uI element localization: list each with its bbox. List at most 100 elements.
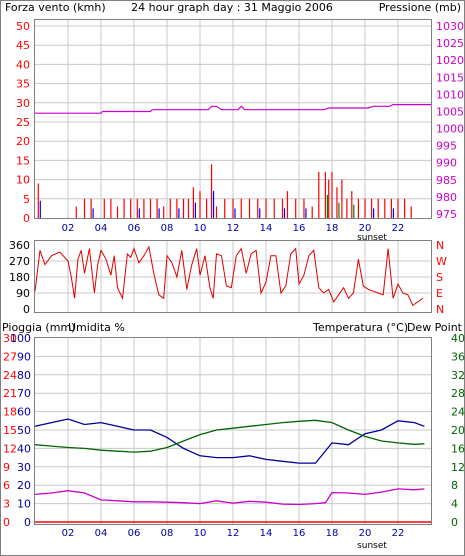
y-tick-humidity: 60: [17, 406, 31, 419]
y-tick-direction: 180: [9, 271, 30, 284]
y-tick-humidity: 10: [17, 498, 31, 511]
y-tick-humidity: 20: [17, 479, 31, 492]
dewpoint-axis-label: Dew Point: [407, 321, 463, 334]
y-tick-pressure: 1010: [436, 88, 464, 101]
climate-panel-series: [34, 418, 431, 523]
y-tick-humidity: 40: [17, 442, 31, 455]
x-tick-label-bottom: 18: [326, 528, 339, 539]
x-tick-label-bottom: 02: [62, 528, 75, 539]
y-tick-temperature: 24: [451, 406, 465, 419]
x-tick-label-bottom: 06: [128, 528, 141, 539]
direction-panel-ticks: 360 N 270 W 180 S 90 E 0 N: [9, 239, 447, 316]
x-tick-label-top: 12: [227, 223, 240, 234]
x-tick-label-bottom: 04: [95, 528, 108, 539]
y-tick-direction: 360: [9, 239, 30, 252]
y-tick-temperature: 36: [451, 350, 465, 363]
y-tick-pressure: 1030: [436, 20, 464, 33]
y-tick-rain: 18: [3, 406, 17, 419]
temperature-axis-label: Temperatura (°C): [312, 321, 408, 334]
y-tick-humidity: 30: [17, 461, 31, 474]
y-tick-humidity: 100: [10, 332, 31, 345]
direction-line: [34, 245, 424, 307]
y-tick-wind: 15: [16, 154, 30, 167]
y-tick-humidity: 70: [17, 387, 31, 400]
y-tick-temperature: 40: [451, 332, 465, 345]
pressure-line: [35, 104, 431, 114]
x-tick-label-top: 18: [326, 223, 339, 234]
dewpoint-line: [34, 488, 425, 506]
x-tick-label-bottom: 10: [194, 528, 207, 539]
y-tick-wind: 20: [16, 135, 30, 148]
y-tick-rain: 6: [3, 479, 10, 492]
temperature-line: [34, 419, 425, 453]
y-tick-rain: 30: [3, 332, 17, 345]
x-tick-label-bottom: 16: [293, 528, 306, 539]
x-tick-label-top: 02: [62, 223, 75, 234]
x-tick-label-top: 10: [194, 223, 207, 234]
y-tick-rain: 9: [3, 461, 10, 474]
y-tick-temperature: 12: [451, 461, 465, 474]
wind-axis-label: Forza vento (kmh): [5, 1, 106, 14]
y-tick-wind: 30: [16, 97, 30, 110]
y-tick-compass: N: [436, 303, 444, 316]
direction-panel-grid: [35, 241, 431, 312]
y-tick-wind: 50: [16, 20, 30, 33]
wind-panel-frame: [34, 19, 432, 219]
y-tick-direction: 270: [9, 255, 30, 268]
y-tick-rain: 27: [3, 350, 17, 363]
x-tick-label-top: 16: [293, 223, 306, 234]
wind-panel-series: [35, 104, 431, 218]
x-tick-label-bottom: 12: [227, 528, 240, 539]
humidity-line: [34, 418, 425, 464]
y-tick-humidity: 0: [24, 516, 31, 529]
pressure-axis-label: Pressione (mb): [379, 1, 461, 14]
y-tick-rain: 21: [3, 387, 17, 400]
y-tick-humidity: 50: [17, 424, 31, 437]
y-tick-rain: 3: [3, 498, 10, 511]
x-tick-label-bottom: 22: [392, 528, 405, 539]
y-tick-rain: 0: [3, 516, 10, 529]
y-tick-wind: 40: [16, 58, 30, 71]
y-tick-wind: 5: [23, 193, 30, 206]
y-tick-compass: S: [436, 271, 443, 284]
x-tick-label-top: 22: [392, 223, 405, 234]
x-tick-label-top: 14: [260, 223, 273, 234]
y-tick-pressure: 980: [436, 191, 457, 204]
y-tick-wind: 45: [16, 39, 30, 52]
y-tick-pressure: 975: [436, 208, 457, 221]
y-tick-temperature: 8: [451, 479, 458, 492]
y-tick-pressure: 1000: [436, 123, 464, 136]
direction-panel-frame: [34, 240, 432, 313]
direction-panel-series: [34, 245, 424, 307]
climate-panel-frame: [34, 337, 432, 525]
y-tick-temperature: 4: [451, 498, 458, 511]
y-tick-direction: 0: [23, 303, 30, 316]
y-tick-temperature: 20: [451, 424, 465, 437]
y-tick-humidity: 80: [17, 369, 31, 382]
y-tick-humidity: 90: [17, 350, 31, 363]
y-tick-pressure: 1025: [436, 37, 464, 50]
y-tick-temperature: 28: [451, 387, 465, 400]
y-tick-direction: 90: [16, 287, 30, 300]
y-tick-rain: 24: [3, 369, 17, 382]
wind-panel-ticks: 02 04 06 08 10 12 14 16 18 20 22504540353025201510…: [16, 20, 464, 234]
x-tick-label-top: 08: [161, 223, 174, 234]
y-tick-compass: W: [436, 255, 447, 268]
y-tick-compass: E: [436, 287, 443, 300]
y-tick-pressure: 990: [436, 157, 457, 170]
climate-panel-grid: [35, 338, 431, 524]
y-tick-temperature: 16: [451, 442, 465, 455]
y-tick-wind: 0: [23, 212, 30, 225]
y-tick-pressure: 1020: [436, 54, 464, 67]
y-tick-pressure: 1005: [436, 105, 464, 118]
y-tick-wind: 10: [16, 174, 30, 187]
rain-axis-label: Pioggia (mm): [2, 321, 75, 334]
y-tick-wind: 25: [16, 116, 30, 129]
y-tick-wind: 35: [16, 78, 30, 91]
y-tick-pressure: 1015: [436, 71, 464, 84]
x-tick-label-bottom: 08: [161, 528, 174, 539]
y-tick-compass: N: [436, 239, 444, 252]
x-tick-label-bottom: 14: [260, 528, 273, 539]
